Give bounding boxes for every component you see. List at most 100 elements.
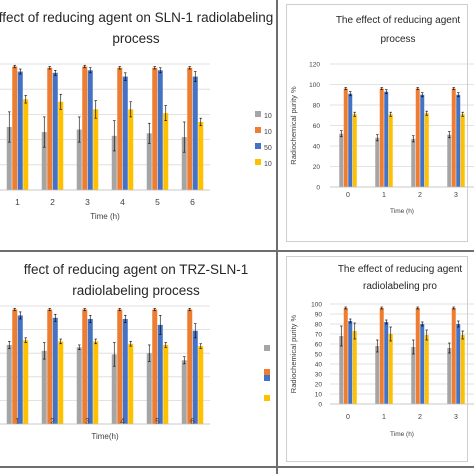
- bar: [76, 129, 82, 190]
- y-tick-label: 50: [315, 352, 323, 359]
- bar: [451, 88, 456, 187]
- bar: [82, 309, 88, 424]
- bar: [87, 318, 93, 424]
- bar: [375, 346, 380, 404]
- chart-title-line: radiolabeling pro: [363, 281, 437, 292]
- y-tick-label: 0: [316, 185, 320, 192]
- x-tick-label: 2: [50, 416, 55, 426]
- bar: [198, 346, 204, 424]
- y-tick-label: 80: [315, 322, 323, 329]
- bar: [47, 67, 53, 190]
- chart-title-line: radiolabeling process: [72, 283, 200, 298]
- x-tick-label: 4: [120, 197, 125, 207]
- bar: [93, 109, 99, 190]
- bar: [52, 317, 58, 424]
- legend-swatch: [264, 395, 270, 401]
- legend-label: 10: [264, 129, 272, 136]
- bar: [23, 99, 29, 190]
- y-tick-label: 40: [315, 362, 323, 369]
- bar: [187, 67, 193, 190]
- y-tick-label: 20: [315, 382, 323, 389]
- bar: [163, 113, 169, 190]
- bar: [424, 113, 429, 187]
- legend-swatch: [255, 159, 261, 165]
- legend-label: 10: [264, 161, 272, 168]
- bar: [122, 318, 128, 424]
- bar: [17, 71, 23, 190]
- y-tick-label: 100: [309, 82, 320, 89]
- y-tick-label: 70: [315, 332, 323, 339]
- bar: [415, 308, 420, 404]
- x-tick-label: 2: [418, 192, 422, 199]
- bar: [17, 315, 23, 424]
- x-tick-label: 6: [190, 416, 195, 426]
- bar: [451, 308, 456, 404]
- bar: [6, 344, 12, 424]
- y-tick-label: 60: [315, 342, 323, 349]
- x-tick-label: 4: [120, 416, 125, 426]
- bar: [82, 66, 88, 190]
- chart-title-line: ffect of reducing agent on SLN-1 radiola…: [0, 10, 273, 25]
- bar: [447, 134, 452, 187]
- x-axis-label: Time(h): [91, 432, 119, 441]
- x-tick-label: 3: [85, 197, 90, 207]
- bar: [87, 70, 93, 190]
- x-tick-label: 1: [15, 416, 20, 426]
- y-tick-label: 10: [315, 392, 323, 399]
- x-tick-label: 3: [454, 192, 458, 199]
- bar: [460, 335, 465, 404]
- bar: [41, 350, 47, 424]
- bar: [111, 354, 117, 424]
- bar: [343, 88, 348, 187]
- bar: [460, 114, 465, 187]
- x-tick-label: 6: [190, 197, 195, 207]
- bar: [352, 331, 357, 404]
- bar: [198, 121, 204, 190]
- x-tick-label: 5: [155, 416, 160, 426]
- legend-swatch: [264, 369, 270, 375]
- bar: [58, 341, 64, 424]
- bar: [93, 341, 99, 424]
- chart-panel-trz-sln1: ffect of reducing agent on TRZ-SLN-1 radi…: [0, 252, 276, 466]
- chart-trz-sln1-svg: ffect of reducing agent on TRZ-SLN-1 radi…: [0, 262, 270, 441]
- bar: [339, 336, 344, 404]
- y-tick-label: 60: [313, 123, 321, 130]
- chart-panel-top-right: 0 20 40 60 80 100 120 Radiochemical purity % The…: [278, 0, 474, 250]
- legend-swatch: [264, 375, 270, 381]
- y-tick-label: 30: [315, 372, 323, 379]
- chart-title-line: process: [380, 34, 415, 45]
- x-tick-label: 3: [454, 414, 458, 421]
- bar: [415, 88, 420, 187]
- x-tick-label: 1: [382, 192, 386, 199]
- chart-sln1-svg: ffect of reducing agent on SLN-1 radiola…: [0, 10, 273, 221]
- bar: [12, 66, 18, 190]
- x-tick-label: 2: [418, 414, 422, 421]
- y-tick-label: 80: [313, 103, 321, 110]
- legend-swatch: [255, 111, 261, 117]
- bar: [117, 309, 123, 424]
- bar: [375, 137, 380, 187]
- bar: [146, 133, 152, 190]
- bar: [447, 348, 452, 404]
- chart-title-line: The effect of reducing agent: [338, 264, 463, 275]
- legend-label: 50: [264, 145, 272, 152]
- bar: [47, 309, 53, 424]
- bar: [128, 343, 134, 424]
- x-tick-label: 0: [346, 414, 350, 421]
- bar: [192, 330, 198, 424]
- bar: [76, 347, 82, 424]
- bar: [152, 67, 158, 190]
- bar: [6, 127, 12, 190]
- y-tick-label: 40: [313, 144, 321, 151]
- bar: [41, 132, 47, 190]
- bar: [111, 135, 117, 190]
- bar: [456, 324, 461, 404]
- bar: [352, 114, 357, 187]
- bar: [157, 70, 163, 190]
- bar: [424, 335, 429, 404]
- x-tick-label: 3: [85, 416, 90, 426]
- y-tick-label: 100: [311, 302, 322, 309]
- legend-swatch: [255, 127, 261, 133]
- bar: [58, 101, 64, 190]
